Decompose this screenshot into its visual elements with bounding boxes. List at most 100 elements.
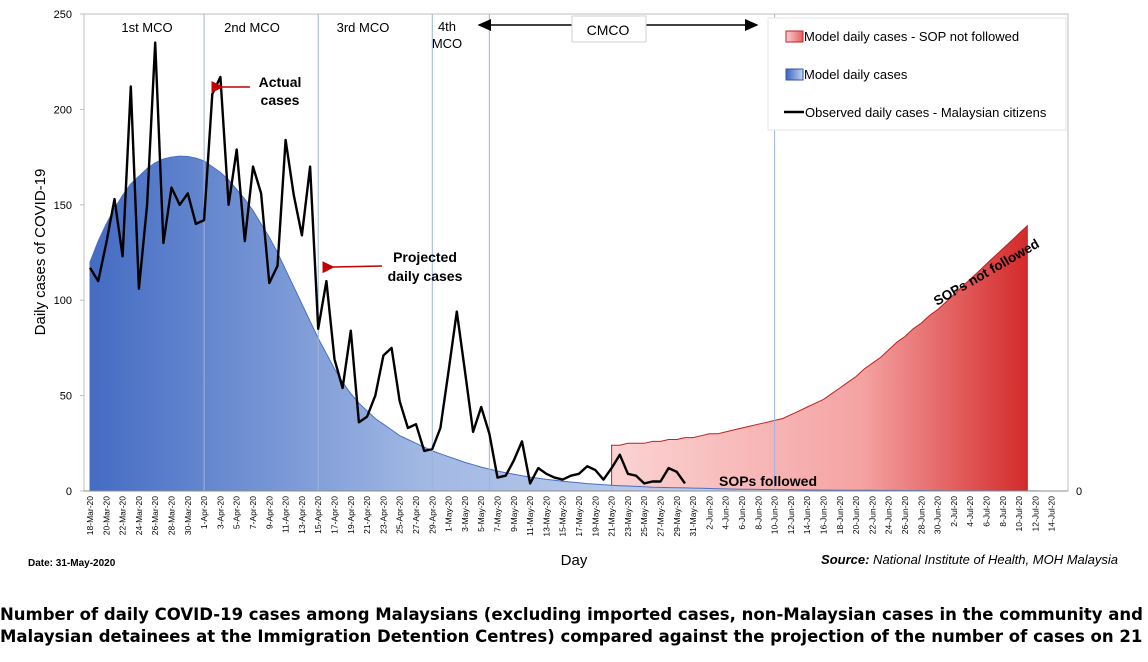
annotation-projected-line2: daily cases bbox=[388, 268, 463, 284]
phase-label-2nd-mco: 2nd MCO bbox=[224, 20, 280, 35]
phase-label-3rd-mco: 3rd MCO bbox=[337, 20, 390, 35]
y-tick-label: 100 bbox=[54, 295, 72, 307]
x-tick-label: 10-Jul-20 bbox=[1014, 496, 1024, 532]
x-tick-label: 6-Jun-20 bbox=[737, 496, 747, 530]
x-tick-label: 3-Apr-20 bbox=[215, 496, 225, 529]
x-tick-label: 8-Jul-20 bbox=[998, 496, 1008, 527]
x-tick-label: 9-Apr-20 bbox=[264, 496, 274, 529]
annotation-projected-line1: Projected bbox=[393, 249, 457, 265]
x-tick-label: 20-Mar-20 bbox=[101, 496, 111, 535]
caption-line-1: Number of daily COVID-19 cases among Mal… bbox=[0, 605, 1148, 624]
x-tick-label: 20-Jun-20 bbox=[851, 496, 861, 535]
x-tick-label: 14-Jul-20 bbox=[1047, 496, 1057, 532]
x-tick-label: 18-Jun-20 bbox=[835, 496, 845, 535]
x-tick-label: 29-Apr-20 bbox=[427, 496, 437, 534]
y-tick-label: 150 bbox=[54, 200, 72, 212]
x-tick-label: 15-Apr-20 bbox=[313, 496, 323, 534]
y-tick-label: 50 bbox=[60, 391, 72, 403]
covid-projection-chart: 0 50 100 150 200 250 0 18-Mar-20 20-Mar-20 22-Ma… bbox=[28, 9, 1118, 569]
legend-label-observed: Observed daily cases - Malaysian citizen… bbox=[805, 105, 1047, 120]
x-tick-label: 14-Jun-20 bbox=[802, 496, 812, 535]
x-tick-label: 3-May-20 bbox=[460, 496, 470, 532]
x-tick-label: 7-May-20 bbox=[493, 496, 503, 532]
phase-label-4th-mco-line1: 4th bbox=[438, 19, 456, 34]
x-tick-label: 17-Apr-20 bbox=[330, 496, 340, 534]
x-tick-label: 7-Apr-20 bbox=[248, 496, 258, 529]
x-tick-label: 17-May-20 bbox=[574, 496, 584, 537]
x-tick-label: 19-Apr-20 bbox=[346, 496, 356, 534]
legend-label-sop-not-followed: Model daily cases - SOP not followed bbox=[804, 29, 1019, 44]
date-note: Date: 31-May-2020 bbox=[28, 558, 116, 569]
x-tick-label: 10-Jun-20 bbox=[770, 496, 780, 535]
x-tick-label: 6-Jul-20 bbox=[982, 496, 992, 527]
x-tick-label: 25-Apr-20 bbox=[395, 496, 405, 534]
x-axis: 18-Mar-20 20-Mar-20 22-Mar-20 24-Mar-20 26-M… bbox=[84, 490, 1068, 537]
area-sop-not-followed bbox=[611, 224, 1028, 492]
phase-label-4th-mco-line2: MCO bbox=[432, 36, 462, 51]
x-tick-label: 26-Mar-20 bbox=[150, 496, 160, 535]
area-model-daily-cases bbox=[89, 155, 1052, 492]
x-tick-label: 23-Apr-20 bbox=[378, 496, 388, 534]
phase-label-1st-mco: 1st MCO bbox=[121, 20, 172, 35]
x-tick-label: 12-Jun-20 bbox=[786, 496, 796, 535]
x-tick-label: 2-Jul-20 bbox=[949, 496, 959, 527]
legend-label-model: Model daily cases bbox=[804, 67, 908, 82]
annotation-projected-cases: Projected daily cases bbox=[322, 249, 463, 284]
caption-line-2: Malaysian detainees at the Immigration D… bbox=[0, 627, 1148, 646]
x-tick-label: 21-May-20 bbox=[607, 496, 617, 537]
annotation-actual-cases: Actual cases bbox=[211, 74, 302, 108]
x-tick-label: 31-May-20 bbox=[688, 496, 698, 537]
y-tick-label: 0 bbox=[66, 486, 72, 498]
x-tick-label: 21-Apr-20 bbox=[362, 496, 372, 534]
x-tick-label: 27-Apr-20 bbox=[411, 496, 421, 534]
x-tick-label: 15-May-20 bbox=[558, 496, 568, 537]
y-tick-label: 200 bbox=[54, 104, 72, 116]
y-axis: 0 50 100 150 200 250 0 bbox=[54, 9, 1082, 498]
x-tick-label: 5-May-20 bbox=[476, 496, 486, 532]
annotation-actual-line1: Actual bbox=[259, 74, 302, 90]
x-tick-label: 1-Apr-20 bbox=[199, 496, 209, 529]
figure-caption: Number of daily COVID-19 cases among Mal… bbox=[0, 604, 1148, 648]
x-tick-label: 24-Jun-20 bbox=[884, 496, 894, 535]
cmco-label: CMCO bbox=[587, 22, 630, 38]
x-tick-label: 23-May-20 bbox=[623, 496, 633, 537]
x-axis-title: Day bbox=[561, 552, 588, 569]
secondary-y-tick-label: 0 bbox=[1076, 486, 1082, 498]
x-tick-label: 13-Apr-20 bbox=[297, 496, 307, 534]
x-tick-label: 16-Jun-20 bbox=[819, 496, 829, 535]
x-tick-label: 5-Apr-20 bbox=[232, 496, 242, 529]
phase-boundaries bbox=[203, 14, 776, 491]
x-tick-label: 28-Jun-20 bbox=[916, 496, 926, 535]
x-tick-label: 8-Jun-20 bbox=[753, 496, 763, 530]
y-tick-label: 250 bbox=[54, 9, 72, 21]
cmco-span-arrow: CMCO bbox=[477, 15, 759, 43]
x-tick-label: 1-May-20 bbox=[444, 496, 454, 532]
x-tick-label: 4-Jun-20 bbox=[721, 496, 731, 530]
x-tick-label: 22-Mar-20 bbox=[118, 496, 128, 535]
x-tick-label: 24-Mar-20 bbox=[134, 496, 144, 535]
legend-swatch-sop-not-followed bbox=[785, 30, 804, 43]
x-tick-label: 18-Mar-20 bbox=[85, 496, 95, 535]
x-tick-label: 11-May-20 bbox=[525, 496, 535, 536]
y-axis-title: Daily cases of COVID-19 bbox=[32, 169, 49, 336]
x-tick-label: 30-Mar-20 bbox=[183, 496, 193, 535]
legend-swatch-model bbox=[785, 68, 804, 81]
x-tick-label: 26-Jun-20 bbox=[900, 496, 910, 535]
annotation-actual-line2: cases bbox=[261, 92, 300, 108]
x-tick-label: 11-Apr-20 bbox=[281, 496, 291, 533]
x-tick-label: 30-Jun-20 bbox=[933, 496, 943, 535]
x-tick-label: 25-May-20 bbox=[639, 496, 649, 537]
x-tick-label: 12-Jul-20 bbox=[1030, 496, 1040, 532]
x-tick-label: 9-May-20 bbox=[509, 496, 519, 532]
line-observed-daily-cases bbox=[88, 41, 686, 485]
annotation-sops-followed: SOPs followed bbox=[719, 473, 817, 489]
x-tick-label: 2-Jun-20 bbox=[704, 496, 714, 530]
x-tick-label: 13-May-20 bbox=[541, 496, 551, 537]
source-prefix: Source: bbox=[821, 552, 869, 567]
source-note: Source: National Institute of Health, MO… bbox=[821, 552, 1118, 567]
x-tick-label: 27-May-20 bbox=[656, 496, 666, 537]
x-tick-label: 28-Mar-20 bbox=[167, 496, 177, 535]
x-tick-label: 4-Jul-20 bbox=[965, 496, 975, 527]
legend: Model daily cases - SOP not followed Mod… bbox=[767, 17, 1067, 131]
source-text: National Institute of Health, MOH Malays… bbox=[869, 552, 1118, 567]
